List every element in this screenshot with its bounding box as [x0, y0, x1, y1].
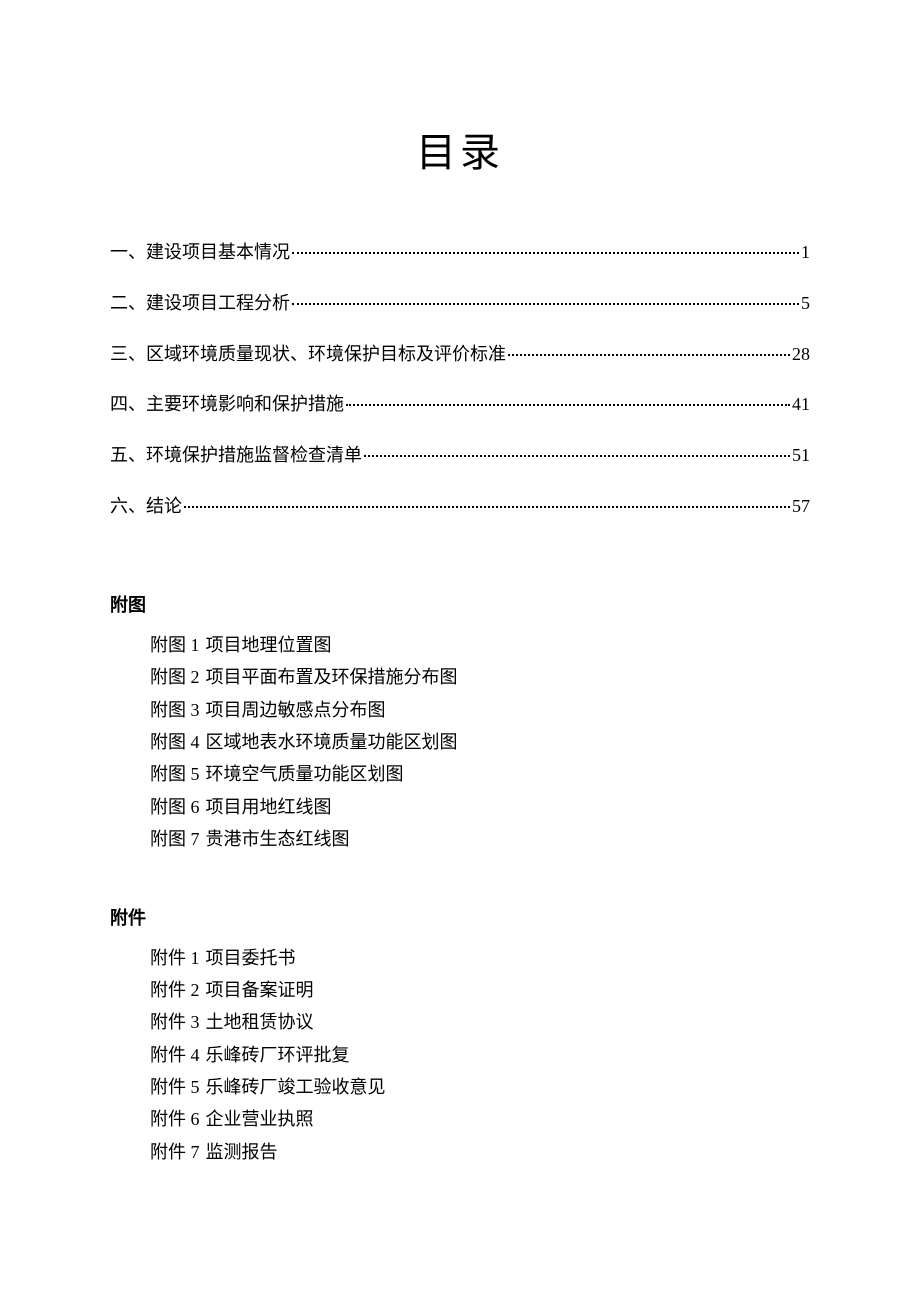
figure-text: 区域地表水环境质量功能区划图 [206, 732, 458, 752]
attachment-num: 附件 7 [150, 1142, 200, 1162]
figure-item: 附图 1 项目地理位置图 [150, 629, 810, 661]
figure-text: 贵港市生态红线图 [206, 829, 350, 849]
page-title: 目录 [110, 120, 810, 178]
figure-num: 附图 2 [150, 667, 200, 687]
figure-item: 附图 4 区域地表水环境质量功能区划图 [150, 726, 810, 758]
attachment-item: 附件 5 乐峰砖厂竣工验收意见 [150, 1071, 810, 1103]
figure-item: 附图 6 项目用地红线图 [150, 791, 810, 823]
attachment-item: 附件 4 乐峰砖厂环评批复 [150, 1039, 810, 1071]
figure-item: 附图 2 项目平面布置及环保措施分布图 [150, 661, 810, 693]
attachment-item: 附件 7 监测报告 [150, 1136, 810, 1168]
attachment-text: 项目委托书 [206, 948, 296, 968]
toc-entry: 二、建设项目工程分析 5 [110, 289, 810, 318]
attachment-num: 附件 5 [150, 1077, 200, 1097]
toc-entry: 五、环境保护措施监督检查清单 51 [110, 441, 810, 470]
attachment-num: 附件 2 [150, 980, 200, 1000]
attachment-text: 企业营业执照 [206, 1109, 314, 1129]
figure-num: 附图 5 [150, 764, 200, 784]
figure-num: 附图 3 [150, 700, 200, 720]
figure-text: 环境空气质量功能区划图 [206, 764, 404, 784]
figure-num: 附图 6 [150, 797, 200, 817]
toc-label: 一、建设项目基本情况 [110, 238, 290, 267]
toc-label: 三、区域环境质量现状、环境保护目标及评价标准 [110, 340, 506, 369]
toc-leader-dots [184, 506, 790, 508]
figure-text: 项目平面布置及环保措施分布图 [206, 667, 458, 687]
toc-label: 六、结论 [110, 492, 182, 521]
figures-heading: 附图 [110, 591, 810, 617]
toc-entry: 三、区域环境质量现状、环境保护目标及评价标准 28 [110, 340, 810, 369]
toc-page: 28 [792, 340, 810, 369]
figures-list: 附图 1 项目地理位置图 附图 2 项目平面布置及环保措施分布图 附图 3 项目周边敏… [110, 629, 810, 856]
figure-num: 附图 4 [150, 732, 200, 752]
figure-item: 附图 7 贵港市生态红线图 [150, 823, 810, 855]
toc-entry: 四、主要环境影响和保护措施 41 [110, 390, 810, 419]
attachment-text: 监测报告 [206, 1142, 278, 1162]
toc-page: 41 [792, 390, 810, 419]
figure-item: 附图 3 项目周边敏感点分布图 [150, 694, 810, 726]
attachment-text: 土地租赁协议 [206, 1012, 314, 1032]
figure-num: 附图 1 [150, 635, 200, 655]
attachment-num: 附件 4 [150, 1045, 200, 1065]
toc-leader-dots [346, 404, 790, 406]
attachment-text: 项目备案证明 [206, 980, 314, 1000]
attachments-heading: 附件 [110, 904, 810, 930]
toc-page: 51 [792, 441, 810, 470]
attachment-num: 附件 1 [150, 948, 200, 968]
figure-text: 项目用地红线图 [206, 797, 332, 817]
toc-leader-dots [292, 252, 799, 254]
toc-label: 二、建设项目工程分析 [110, 289, 290, 318]
attachment-item: 附件 2 项目备案证明 [150, 974, 810, 1006]
figure-item: 附图 5 环境空气质量功能区划图 [150, 758, 810, 790]
attachment-text: 乐峰砖厂竣工验收意见 [206, 1077, 386, 1097]
attachment-item: 附件 1 项目委托书 [150, 942, 810, 974]
toc-label: 五、环境保护措施监督检查清单 [110, 441, 362, 470]
figure-num: 附图 7 [150, 829, 200, 849]
attachments-list: 附件 1 项目委托书 附件 2 项目备案证明 附件 3 土地租赁协议 附件 4 乐峰砖厂… [110, 942, 810, 1169]
toc-entry: 一、建设项目基本情况 1 [110, 238, 810, 267]
toc-leader-dots [508, 354, 790, 356]
attachment-item: 附件 3 土地租赁协议 [150, 1006, 810, 1038]
toc-leader-dots [364, 455, 790, 457]
toc-page: 1 [801, 238, 810, 267]
toc-leader-dots [292, 303, 799, 305]
attachment-item: 附件 6 企业营业执照 [150, 1103, 810, 1135]
attachment-num: 附件 3 [150, 1012, 200, 1032]
toc-entry: 六、结论 57 [110, 492, 810, 521]
attachment-text: 乐峰砖厂环评批复 [206, 1045, 350, 1065]
toc-page: 57 [792, 492, 810, 521]
figure-text: 项目周边敏感点分布图 [206, 700, 386, 720]
figure-text: 项目地理位置图 [206, 635, 332, 655]
attachment-num: 附件 6 [150, 1109, 200, 1129]
toc-list: 一、建设项目基本情况 1 二、建设项目工程分析 5 三、区域环境质量现状、环境保… [110, 238, 810, 521]
toc-label: 四、主要环境影响和保护措施 [110, 390, 344, 419]
toc-page: 5 [801, 289, 810, 318]
